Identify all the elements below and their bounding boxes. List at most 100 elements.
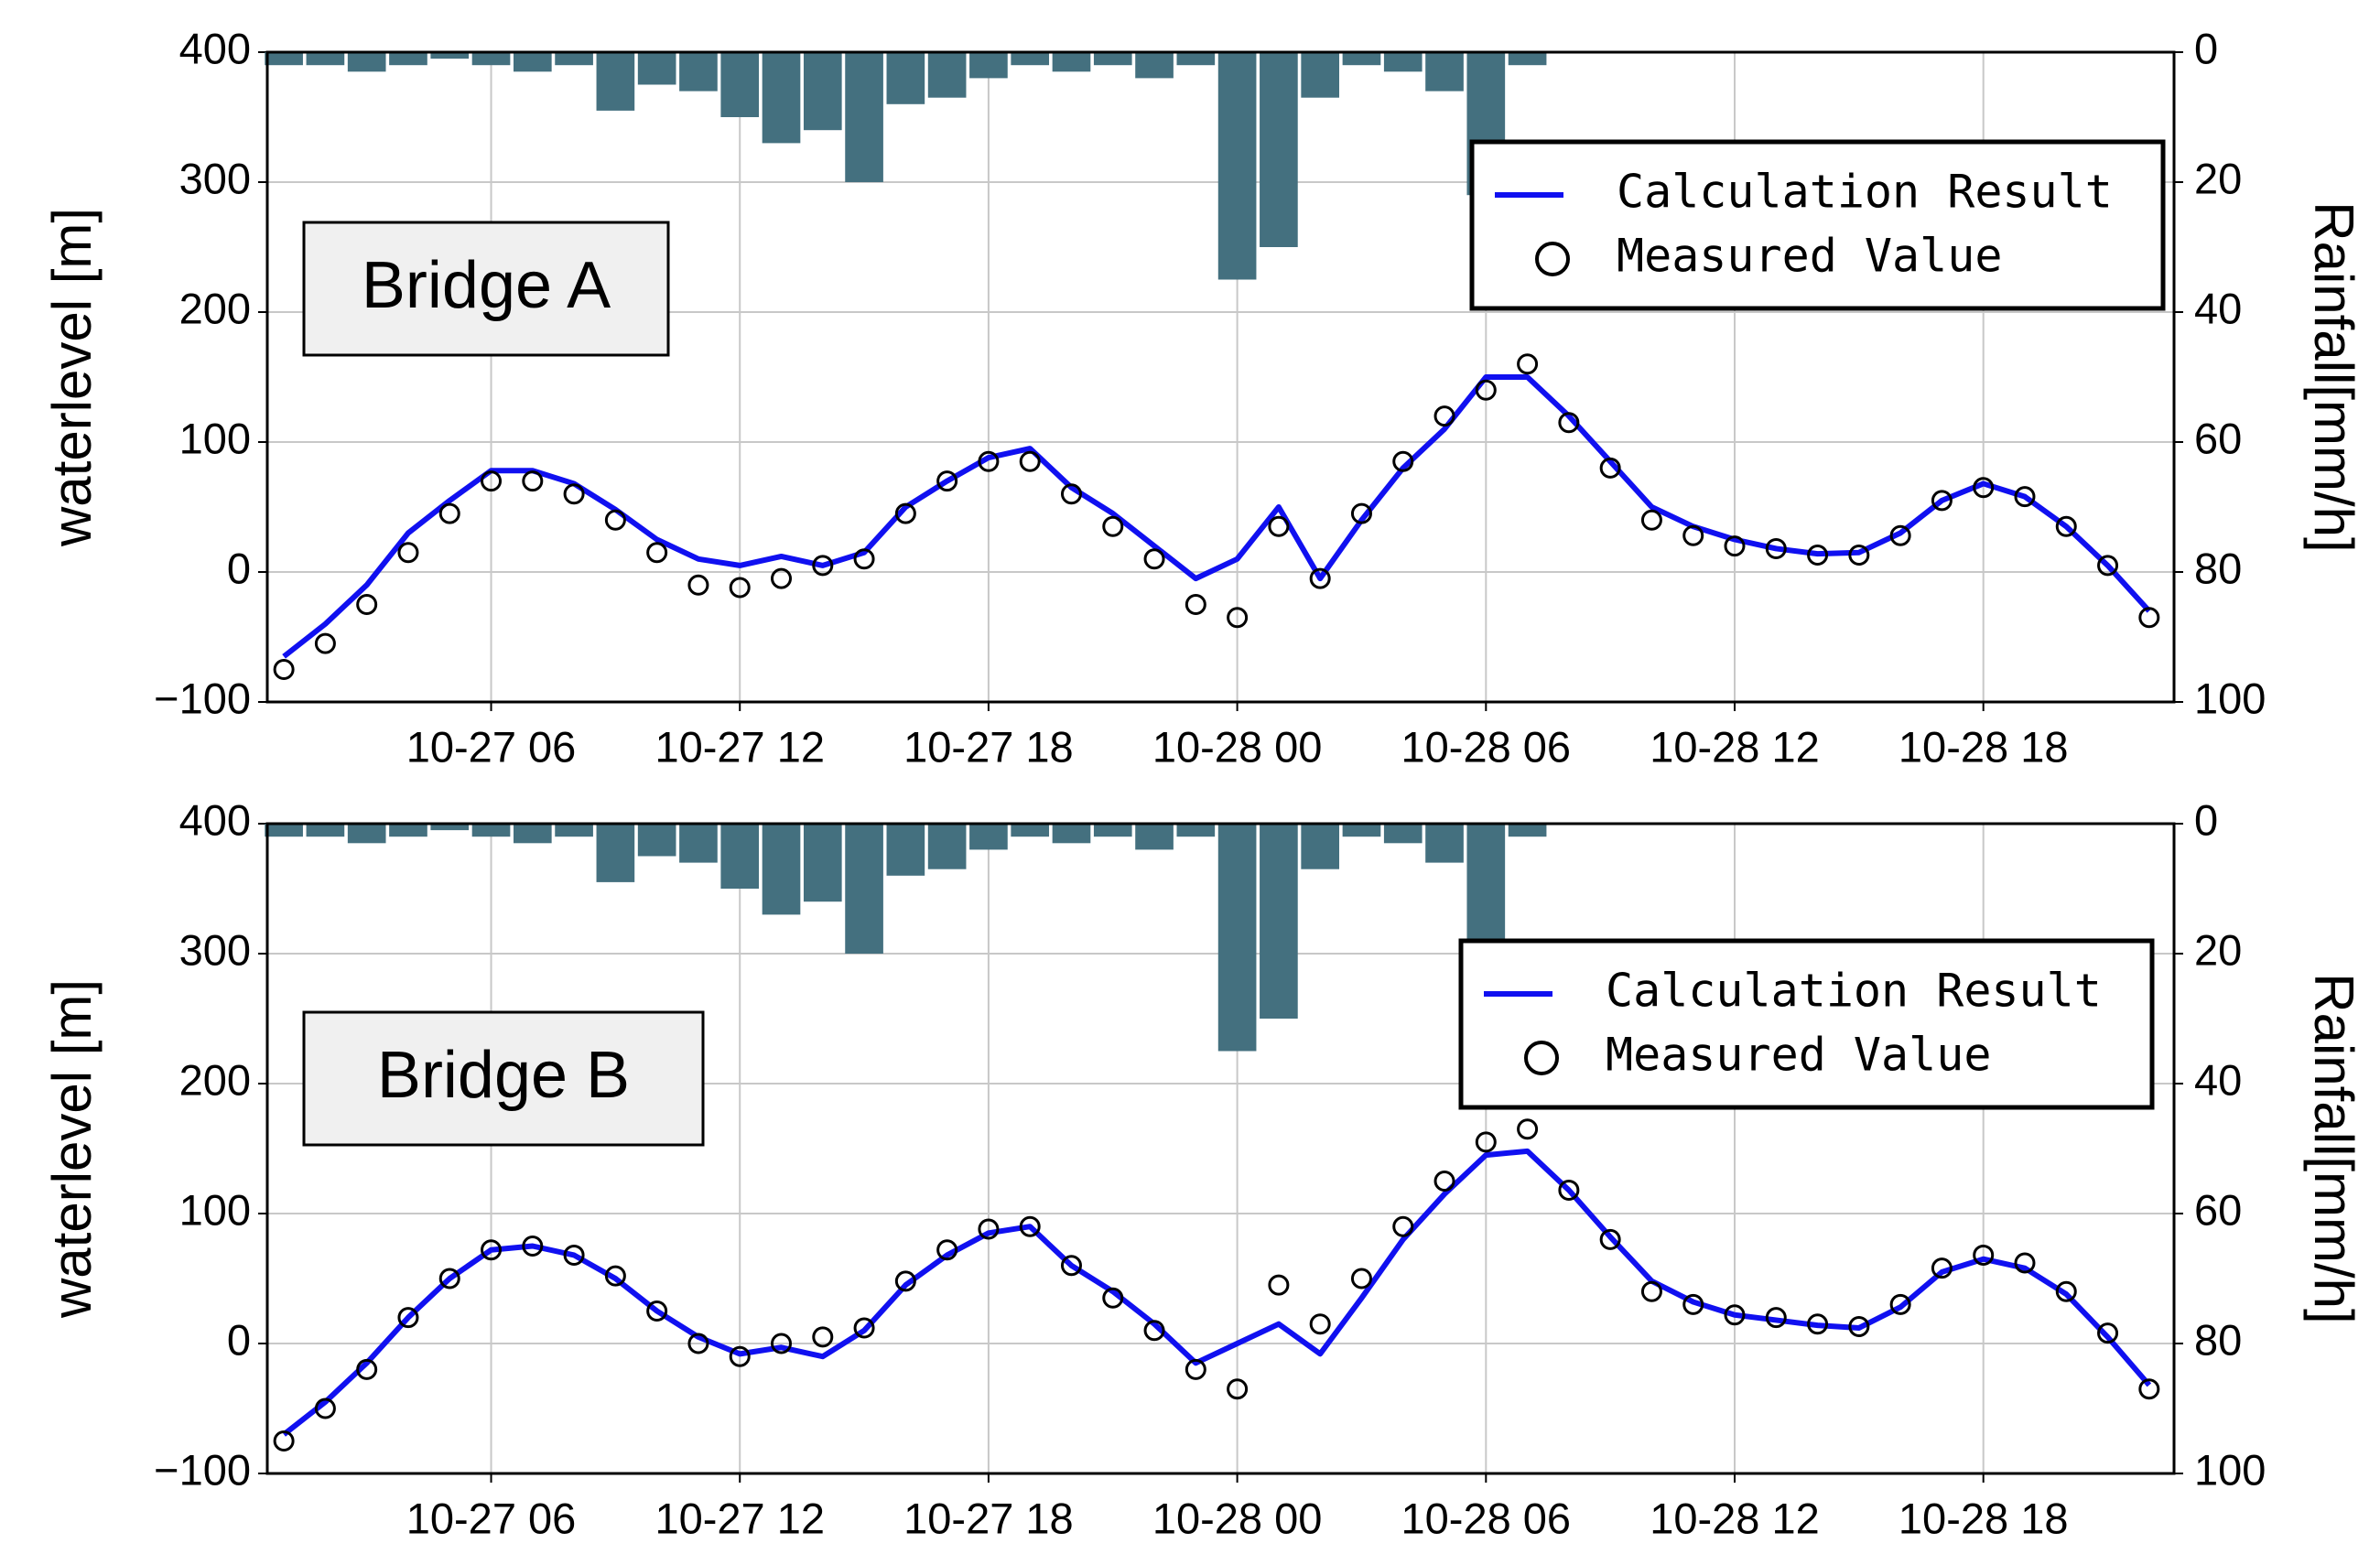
rain-bar — [555, 824, 593, 837]
measured-point — [894, 502, 916, 524]
rain-bar — [1093, 52, 1132, 66]
measured-point — [1931, 1257, 1953, 1279]
rain-bar — [762, 824, 801, 915]
rain-bar — [1383, 52, 1423, 72]
series-line — [282, 1148, 2152, 1437]
measured-point — [1350, 1268, 1372, 1290]
measured-point — [481, 1239, 503, 1261]
measured-point — [687, 574, 709, 596]
measured-point — [2014, 1252, 2036, 1274]
rain-bar — [596, 824, 635, 882]
measured-point — [853, 1317, 875, 1339]
rain-bar — [927, 52, 967, 98]
y2-tick-label: 20 — [2194, 154, 2242, 202]
annotation-box — [302, 1010, 705, 1147]
measured-point — [1682, 1293, 1704, 1315]
rain-bar — [555, 52, 593, 66]
y-axis-label: waterlevel [m] — [41, 979, 103, 1319]
measured-point — [356, 594, 378, 615]
y2-tick-label: 0 — [2194, 795, 2218, 844]
measured-point — [771, 567, 793, 589]
rain-bar — [1342, 52, 1381, 66]
measured-point — [1889, 524, 1911, 546]
measured-point — [522, 470, 544, 492]
y2-tick-label: 60 — [2194, 414, 2242, 462]
measured-point — [812, 555, 834, 577]
legend-box — [1469, 139, 2166, 311]
measured-point — [397, 542, 419, 564]
y2-tick-label: 80 — [2194, 1315, 2242, 1364]
measured-point — [771, 1333, 793, 1354]
y-tick-label: 100 — [179, 1185, 251, 1234]
measured-point — [2055, 1280, 2077, 1302]
measured-point — [1268, 1274, 1290, 1296]
rain-bar — [720, 824, 760, 889]
measured-point — [894, 1270, 916, 1292]
measured-point — [1558, 1179, 1580, 1201]
rain-bar — [969, 824, 1008, 850]
measured-point — [397, 1307, 419, 1329]
measured-point — [1143, 1320, 1165, 1342]
rain-bar — [1301, 52, 1340, 98]
legend-marker — [1524, 1041, 1559, 1075]
rain-bar — [347, 52, 386, 72]
legend-marker — [1535, 242, 1570, 276]
y-tick-label: −100 — [154, 674, 251, 722]
measured-point — [1807, 1313, 1829, 1335]
legend-label: Calculation Result — [1606, 965, 2102, 1018]
measured-point — [936, 1239, 958, 1261]
rain-bar — [927, 824, 967, 869]
rain-bar — [886, 824, 925, 876]
measured-point — [2014, 486, 2036, 508]
measured-point — [1019, 450, 1041, 472]
measured-point — [936, 470, 958, 492]
rain-bar — [389, 52, 427, 66]
measured-point — [1392, 450, 1414, 472]
legend-label: Calculation Result — [1617, 166, 2113, 219]
rain-bar — [596, 52, 635, 111]
rain-bar — [679, 824, 718, 863]
rain-bar — [471, 52, 511, 66]
measured-point — [729, 577, 751, 599]
measured-point — [273, 1430, 295, 1451]
annotation: Bridge B — [377, 1039, 630, 1112]
rain-bar — [430, 52, 470, 59]
x-tick-label: 10-28 06 — [1401, 1494, 1572, 1542]
measured-point — [438, 1268, 460, 1290]
x-tick-label: 10-28 06 — [1401, 722, 1572, 771]
measured-point — [1350, 502, 1372, 524]
measured-point — [1433, 1171, 1455, 1192]
rain-bar — [1011, 824, 1050, 837]
rain-bar — [1508, 52, 1547, 66]
measured-point — [1185, 1358, 1206, 1380]
x-tick-label: 10-27 06 — [406, 722, 577, 771]
x-tick-label: 10-27 12 — [654, 1494, 825, 1542]
measured-point — [563, 483, 585, 505]
measured-point — [604, 509, 626, 531]
y2-tick-label: 40 — [2194, 1055, 2242, 1104]
rain-bar — [762, 52, 801, 144]
y-tick-label: 400 — [179, 24, 251, 72]
measured-point — [438, 502, 460, 524]
rain-bar — [1260, 52, 1298, 247]
x-tick-label: 10-27 06 — [406, 1494, 577, 1542]
y2-tick-label: 100 — [2194, 674, 2266, 722]
measured-point — [978, 1218, 1000, 1240]
measured-point — [1724, 1304, 1746, 1326]
measured-point — [1309, 1313, 1331, 1335]
y-tick-label: −100 — [154, 1445, 251, 1494]
measured-point — [646, 542, 668, 564]
x-tick-label: 10-28 00 — [1152, 1494, 1323, 1542]
measured-point — [2097, 1322, 2119, 1344]
rain-bar — [679, 52, 718, 92]
rain-bar — [969, 52, 1008, 79]
x-tick-label: 10-27 18 — [903, 1494, 1074, 1542]
measured-point — [729, 1345, 751, 1367]
rain-bar — [430, 824, 470, 831]
measured-point — [1640, 509, 1662, 531]
y-tick-label: 300 — [179, 154, 251, 202]
rain-bar — [1093, 824, 1132, 837]
rain-bar — [1052, 824, 1091, 844]
rain-bar — [720, 52, 760, 117]
y2-tick-label: 80 — [2194, 544, 2242, 592]
